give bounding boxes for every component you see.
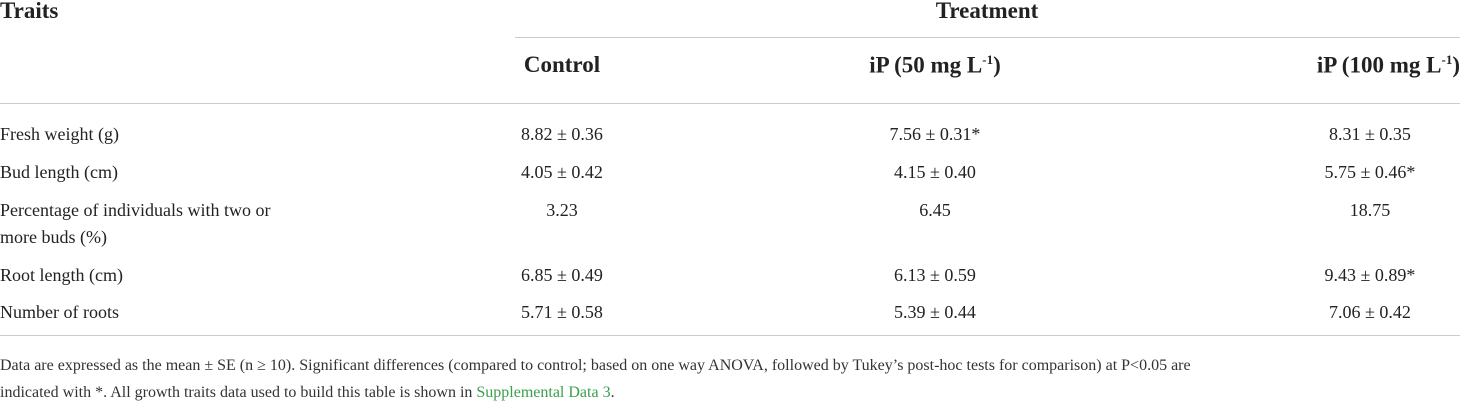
- column-header: Control: [412, 52, 712, 78]
- column-header-text: ): [993, 52, 1001, 78]
- note-line: indicated with *. All growth traits data…: [0, 384, 615, 402]
- rule: [0, 103, 1460, 104]
- note-line: Data are expressed as the mean ± SE (n ≥…: [0, 357, 1191, 374]
- table-cell: 5.71 ± 0.58: [521, 302, 603, 322]
- header-traits: Traits: [0, 0, 59, 23]
- table-cell: 8.82 ± 0.36: [521, 124, 603, 144]
- column-header-sup: -1: [1441, 52, 1453, 67]
- table-cell: 6.85 ± 0.49: [521, 265, 603, 285]
- table-cell: 5.39 ± 0.44: [894, 302, 976, 322]
- table-cell: 7.56 ± 0.31*: [889, 124, 981, 144]
- column-header: iP (50 mg L-1): [785, 52, 1085, 79]
- trait-label: Root length (cm): [0, 265, 123, 285]
- table-cell: 3.23: [546, 200, 578, 220]
- trait-label: Percentage of individuals with two or mo…: [0, 200, 271, 247]
- table-cell: 8.31 ± 0.35: [1329, 124, 1411, 144]
- column-header-text: iP (100 mg L: [1316, 52, 1442, 78]
- table-cell: 4.15 ± 0.40: [894, 162, 976, 182]
- column-header-text: Control: [523, 52, 601, 77]
- column-header-sup: -1: [982, 52, 994, 67]
- column-header-text: iP (50 mg L: [869, 52, 983, 78]
- note-text: indicated with *. All growth traits data…: [0, 384, 477, 401]
- column-header: iP (100 mg L-1): [1160, 52, 1460, 79]
- table-cell: 6.13 ± 0.59: [894, 265, 976, 285]
- column-header-text: ): [1452, 52, 1460, 78]
- rule: [515, 37, 1460, 38]
- supplemental-link[interactable]: Supplemental Data 3: [476, 384, 611, 401]
- trait-label: Bud length (cm): [0, 162, 118, 182]
- table-cell: 5.75 ± 0.46*: [1324, 162, 1416, 182]
- table-cell: 18.75: [1349, 200, 1391, 220]
- header-treatment: Treatment: [935, 0, 1039, 23]
- table-cell: 7.06 ± 0.42: [1329, 302, 1411, 322]
- table-cell: 9.43 ± 0.89*: [1324, 265, 1416, 285]
- table-cell: 6.45: [919, 200, 951, 220]
- trait-label: Number of roots: [0, 302, 119, 322]
- note-text: .: [610, 384, 615, 401]
- trait-label: Fresh weight (g): [0, 124, 119, 144]
- table-cell: 4.05 ± 0.42: [521, 162, 603, 182]
- rule: [0, 335, 1460, 336]
